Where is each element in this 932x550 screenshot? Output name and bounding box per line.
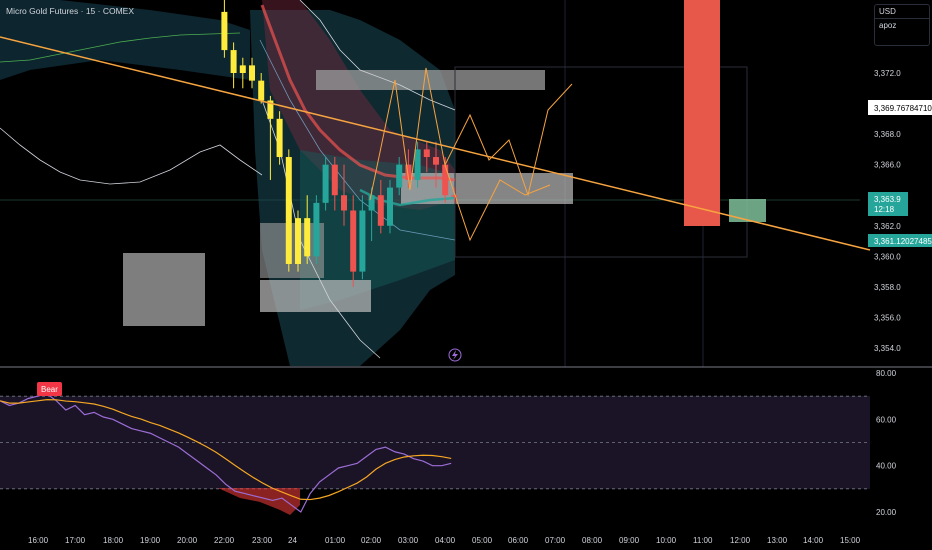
currency-panel[interactable]: USD apoz xyxy=(874,4,930,46)
chart-title: Micro Gold Futures · 15 · COMEX xyxy=(6,6,135,16)
candle xyxy=(341,195,347,211)
line-level-tag xyxy=(868,100,932,115)
rsi-line xyxy=(0,393,452,513)
y-tick-label: 3,358.0 xyxy=(874,283,901,292)
x-tick-label: 08:00 xyxy=(582,536,603,545)
candle xyxy=(313,202,320,257)
rsi-oversold-fill xyxy=(218,488,300,515)
candle xyxy=(276,118,283,158)
candle xyxy=(221,11,228,51)
candle xyxy=(350,210,357,272)
candle xyxy=(387,187,393,226)
left-cloud xyxy=(0,0,250,80)
trend-price-label: 3,361.12027485 xyxy=(874,237,932,246)
candle xyxy=(359,210,366,272)
y-tick-label: 3,356.0 xyxy=(874,313,901,322)
y-tick-label: 3,372.0 xyxy=(874,69,901,78)
projection-zigzag xyxy=(369,67,573,201)
candle xyxy=(258,80,265,101)
zone-box xyxy=(260,223,324,278)
candle xyxy=(285,157,292,264)
lightning-icon xyxy=(448,348,462,362)
bb-upper-line xyxy=(299,0,456,111)
x-tick-label: 15:00 xyxy=(840,536,861,545)
candle xyxy=(331,164,338,196)
bb-lower-line xyxy=(0,127,263,185)
candle xyxy=(414,149,421,180)
range-box xyxy=(454,66,748,258)
x-tick-label: 12:00 xyxy=(730,536,751,545)
currency-label[interactable]: USD xyxy=(879,7,896,16)
zone-box xyxy=(260,280,371,312)
candle xyxy=(451,195,458,197)
x-tick-label: 03:00 xyxy=(398,536,419,545)
candle xyxy=(368,195,375,211)
x-tick-label: 22:00 xyxy=(214,536,235,545)
x-tick-label: 01:00 xyxy=(325,536,346,545)
y-tick-label: 3,362.0 xyxy=(874,222,901,231)
x-tick-label: 02:00 xyxy=(361,536,382,545)
x-tick-label: 06:00 xyxy=(508,536,529,545)
y-tick-label: 3,366.0 xyxy=(874,161,901,170)
ma-green-line xyxy=(0,32,241,63)
red-projection-box xyxy=(684,0,720,226)
user-label[interactable]: apoz xyxy=(875,18,929,32)
y-tick-label: 3,368.0 xyxy=(874,130,901,139)
candle xyxy=(239,65,246,73)
green-projection-box xyxy=(729,199,766,222)
candle xyxy=(295,218,301,264)
x-tick-label: 18:00 xyxy=(103,536,124,545)
x-tick-label: 23:00 xyxy=(252,536,273,545)
candle xyxy=(249,65,255,81)
last-price-label: 3,363.9 xyxy=(874,195,901,204)
candle xyxy=(423,149,430,158)
x-tick-label: 09:00 xyxy=(619,536,640,545)
candle xyxy=(433,157,439,165)
rsi-tick-label: 20.00 xyxy=(876,508,897,517)
x-tick-label: 19:00 xyxy=(140,536,161,545)
countdown-label: 12:18 xyxy=(874,205,895,214)
lightning-icon xyxy=(452,350,458,360)
candle xyxy=(230,50,237,73)
red-ribbon xyxy=(262,0,455,210)
candle xyxy=(304,218,311,257)
x-tick-label: 17:00 xyxy=(65,536,86,545)
x-tick-label: 04:00 xyxy=(435,536,456,545)
rsi-tick-label: 60.00 xyxy=(876,415,897,424)
candle xyxy=(396,164,403,188)
bear-signal-label: Bear xyxy=(41,385,58,394)
last-price-tag xyxy=(868,192,908,216)
x-tick-label: 05:00 xyxy=(472,536,493,545)
candle xyxy=(322,164,329,203)
zone-box xyxy=(123,253,205,326)
rsi-ma-line xyxy=(0,399,452,501)
x-tick-label: 11:00 xyxy=(693,536,713,545)
trend-price-tag xyxy=(868,234,932,247)
y-tick-label: 3,354.0 xyxy=(874,344,901,353)
trendline xyxy=(0,36,871,251)
rsi-tick-label: 80.00 xyxy=(876,369,897,378)
candle xyxy=(405,164,412,180)
candle xyxy=(442,164,449,196)
x-tick-label: 20:00 xyxy=(177,536,198,545)
bear-signal-badge xyxy=(37,382,62,396)
x-tick-label: 07:00 xyxy=(545,536,566,545)
x-tick-label: 13:00 xyxy=(767,536,788,545)
candle xyxy=(267,100,274,119)
ma-blue-line xyxy=(259,39,456,241)
line-level-label: 3,369.76784710 xyxy=(874,104,932,113)
candle xyxy=(377,195,384,226)
projection-zigzag xyxy=(444,164,551,242)
x-tick-label: 10:00 xyxy=(656,536,677,545)
x-tick-label: 16:00 xyxy=(28,536,49,545)
x-tick-label: 14:00 xyxy=(803,536,824,545)
zone-box xyxy=(316,70,545,90)
rsi-tick-label: 40.00 xyxy=(876,462,897,471)
y-tick-label: 3,360.0 xyxy=(874,252,901,261)
x-tick-label: 24 xyxy=(288,536,297,545)
